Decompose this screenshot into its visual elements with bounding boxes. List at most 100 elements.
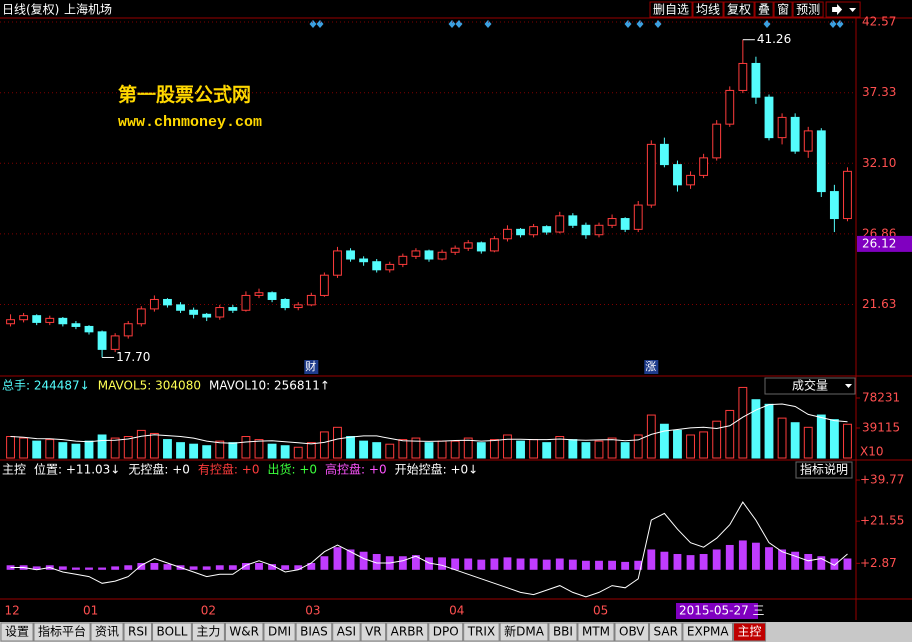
- volume-bar: [725, 409, 735, 459]
- candle-body: [136, 308, 146, 325]
- tab[interactable]: [614, 622, 650, 642]
- last-price-box: [857, 235, 912, 252]
- toolbar-button-label[interactable]: 叠: [758, 3, 770, 17]
- tab-label[interactable]: EXPMA: [687, 625, 729, 639]
- volume-bar: [45, 439, 55, 459]
- candle-body: [646, 143, 656, 206]
- signal-diamond: [624, 20, 632, 28]
- tab-label[interactable]: VR: [365, 625, 382, 639]
- tab-label[interactable]: SAR: [654, 625, 678, 639]
- signal-diamond: [448, 20, 456, 28]
- volume-bar: [215, 440, 225, 459]
- tab[interactable]: [33, 622, 91, 642]
- toolbar-button[interactable]: [754, 1, 774, 18]
- tab[interactable]: [733, 622, 767, 642]
- tab-label[interactable]: 设置: [5, 625, 29, 639]
- tab[interactable]: [428, 622, 464, 642]
- toolbar-icon[interactable]: [825, 1, 861, 18]
- indicator-bar: [464, 558, 473, 570]
- tab[interactable]: [360, 622, 387, 642]
- toolbar-icon-drop[interactable]: [849, 8, 857, 12]
- toolbar-button-label[interactable]: 复权: [727, 3, 751, 17]
- tab-label[interactable]: 主力: [196, 625, 220, 639]
- indicator-help-label[interactable]: 指标说明: [800, 462, 848, 477]
- tab[interactable]: [386, 622, 429, 642]
- indicator-bar: [595, 560, 603, 570]
- candle-body: [816, 130, 826, 193]
- candle-body: [764, 96, 774, 139]
- tab-label[interactable]: MTM: [582, 625, 610, 639]
- tab[interactable]: [90, 622, 124, 642]
- candle-body: [32, 315, 42, 323]
- tab-label[interactable]: 主控: [738, 625, 762, 639]
- tab[interactable]: [152, 622, 192, 642]
- volume-bar: [503, 434, 512, 459]
- tab-label[interactable]: ARBR: [391, 625, 424, 639]
- indicator-select[interactable]: [764, 377, 856, 395]
- tab-label[interactable]: OBV: [619, 625, 645, 639]
- candle-body: [829, 191, 839, 220]
- tab[interactable]: [191, 622, 225, 642]
- toolbar-button-label[interactable]: 预测: [796, 3, 820, 17]
- tab-label[interactable]: BOLL: [157, 625, 188, 639]
- tab[interactable]: [0, 622, 34, 642]
- indicator-help-button[interactable]: [795, 461, 853, 479]
- tab[interactable]: [499, 622, 549, 642]
- tab-label[interactable]: BIAS: [300, 625, 328, 639]
- tab[interactable]: [332, 622, 361, 642]
- tab-label[interactable]: W&R: [229, 625, 259, 639]
- toolbar-button-label[interactable]: 均线: [696, 3, 720, 17]
- tab-label[interactable]: TRIX: [467, 625, 495, 639]
- candle-body: [437, 251, 447, 260]
- volume-bar: [751, 399, 761, 459]
- tab-label[interactable]: DPO: [433, 625, 459, 639]
- toolbar-button[interactable]: [692, 1, 724, 18]
- tab[interactable]: [295, 622, 333, 642]
- signal-diamond: [636, 20, 644, 28]
- tab-label[interactable]: RSI: [128, 625, 148, 639]
- tab-label[interactable]: 新DMA: [504, 624, 545, 639]
- indicator-bar: [189, 566, 198, 570]
- indicator-bar: [242, 563, 250, 570]
- indicator-bar: [425, 557, 433, 570]
- indicator-select-label[interactable]: 成交量: [792, 378, 828, 393]
- toolbar-button[interactable]: [773, 1, 793, 18]
- volume-bar: [110, 437, 120, 459]
- tab-label[interactable]: BBI: [553, 625, 573, 639]
- y-tick-label: 21.63: [862, 297, 896, 311]
- toolbar-button[interactable]: [649, 1, 693, 18]
- tab[interactable]: [548, 622, 578, 642]
- volume-bar: [306, 442, 316, 459]
- indicator-bar: [673, 553, 682, 570]
- volume-bar: [333, 426, 342, 459]
- toolbar-button-label[interactable]: 删自选: [653, 3, 689, 17]
- tab[interactable]: [577, 622, 615, 642]
- indicator-bar: [660, 551, 669, 570]
- tab-label[interactable]: 指标平台: [38, 624, 86, 639]
- volume-bar: [829, 419, 839, 459]
- tab-label[interactable]: ASI: [337, 625, 356, 639]
- tab[interactable]: [463, 622, 500, 642]
- tab[interactable]: [263, 622, 296, 642]
- tab[interactable]: [224, 622, 264, 642]
- toolbar-button[interactable]: [792, 1, 824, 18]
- candle-body: [346, 250, 355, 260]
- toolbar-button-label[interactable]: 窗: [777, 3, 789, 17]
- indicator-select-arrow[interactable]: [845, 384, 852, 388]
- toolbar-button[interactable]: [723, 1, 755, 18]
- tab-label[interactable]: DMI: [268, 625, 291, 639]
- toolbar-icon-arrow[interactable]: [832, 4, 843, 15]
- candle-body: [84, 325, 94, 333]
- tab-label[interactable]: 资讯: [95, 625, 119, 639]
- indicator-bar: [202, 566, 211, 570]
- tab[interactable]: [123, 622, 153, 642]
- event-box: [304, 360, 319, 374]
- watermark-url: www.chnmoney.com: [118, 114, 262, 131]
- volume-bar: [764, 403, 774, 459]
- tab[interactable]: [682, 622, 734, 642]
- candle-body: [306, 294, 316, 306]
- indicator-bar: [124, 565, 133, 570]
- indicator-bar: [843, 558, 852, 570]
- tab[interactable]: [649, 622, 683, 642]
